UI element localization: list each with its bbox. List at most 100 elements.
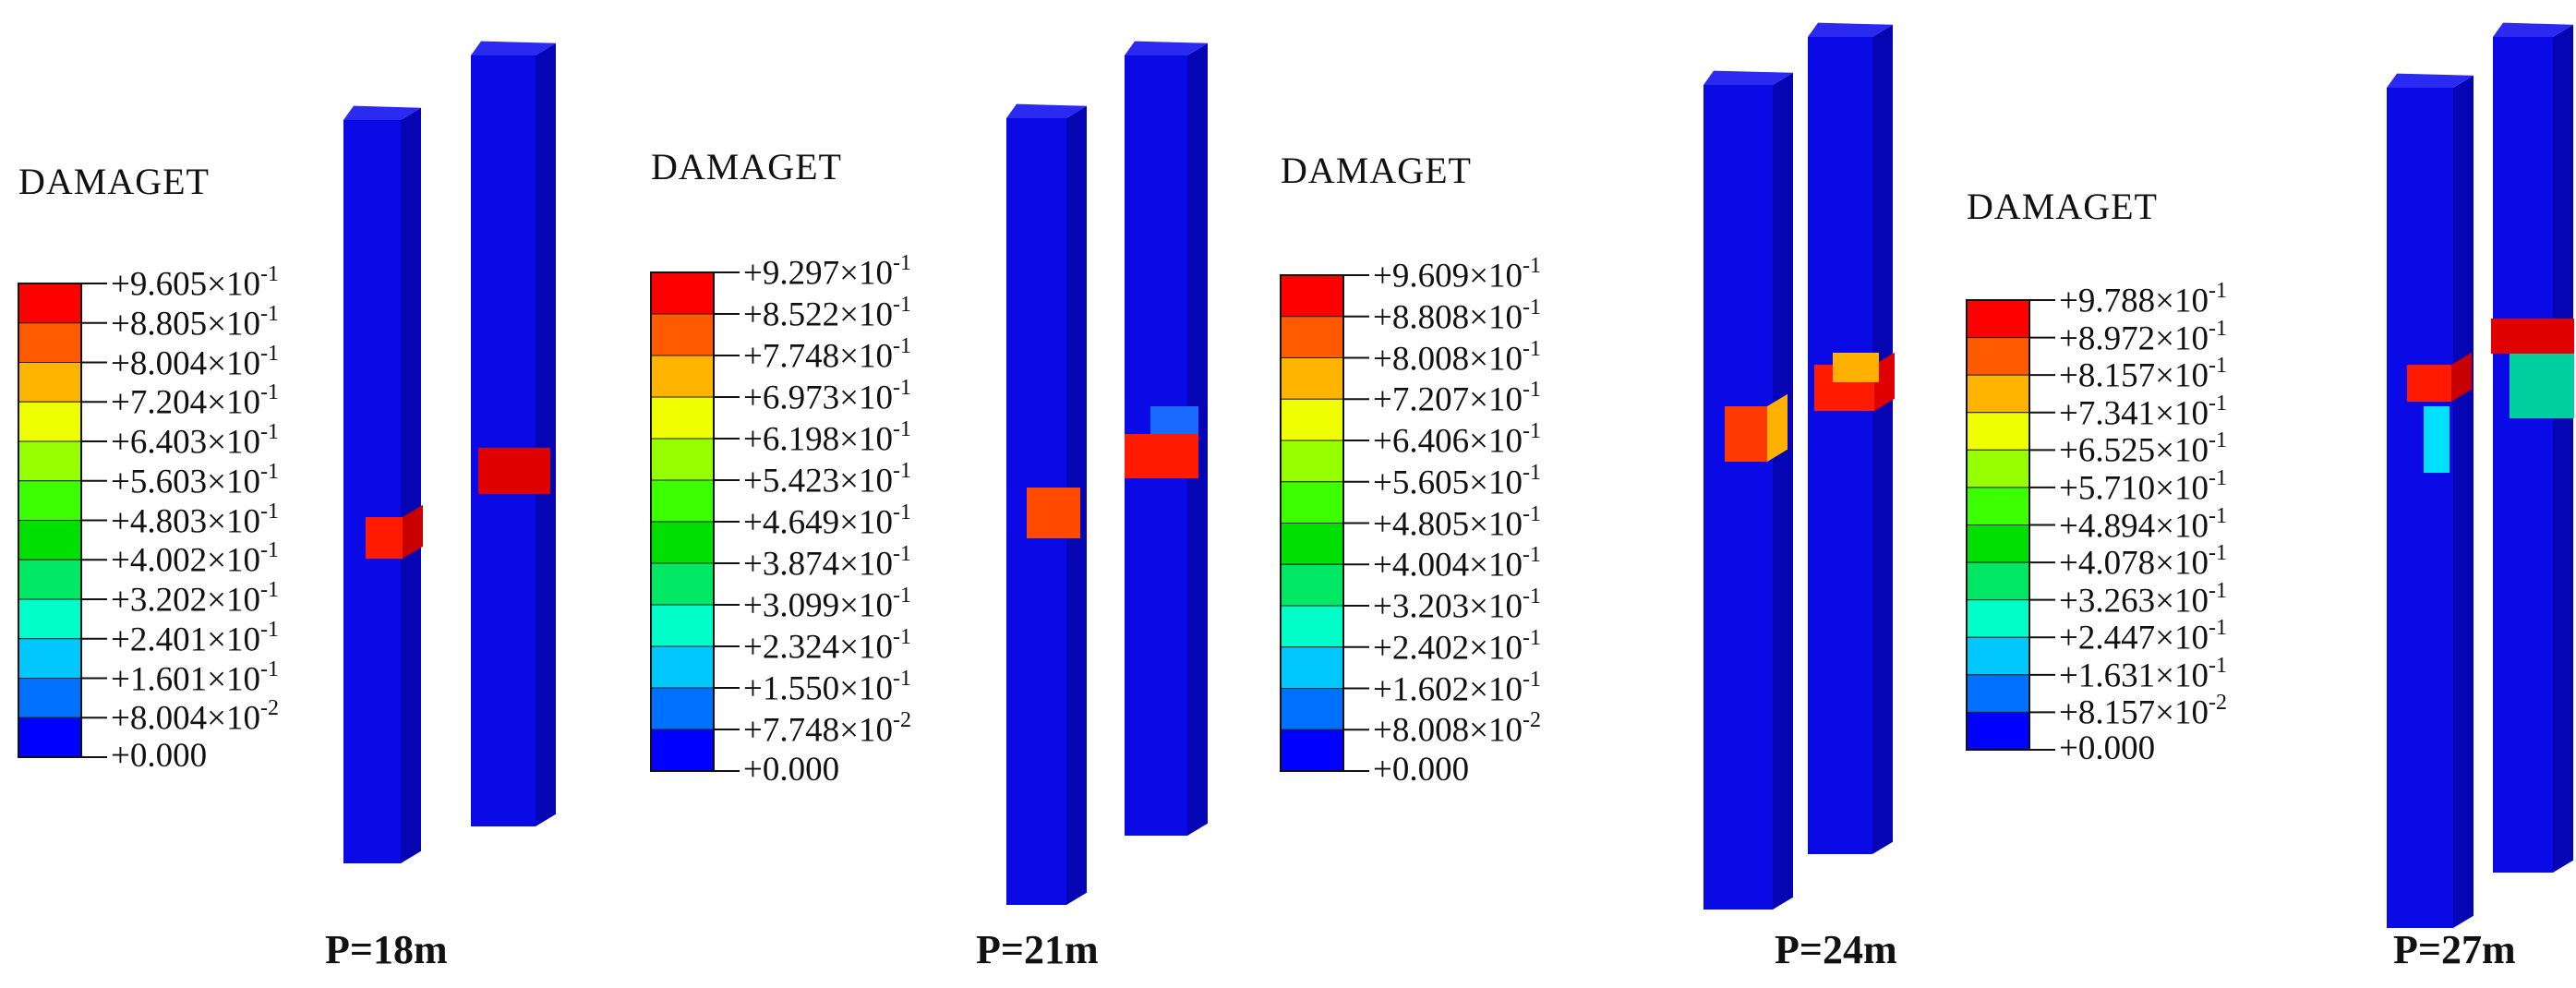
legend-color-bin: [1966, 524, 2030, 563]
pile-top-face: [343, 105, 421, 120]
legend-tick-label: +0.000: [111, 737, 208, 775]
legend-tick-exponent: -1: [259, 617, 279, 642]
legend-tick-exponent: -1: [2208, 391, 2227, 416]
damage-zone-lower-p27: [2424, 406, 2450, 473]
legend-tick-exponent: -1: [892, 500, 911, 524]
damage-zone-right-lower-p27: [2510, 354, 2574, 418]
damage-zone-right-p27: [2491, 319, 2574, 354]
legend-tick-label: +3.203×10-1: [1373, 584, 1541, 626]
pile-top-face: [2493, 22, 2573, 37]
damage-zone-left-p27: [2407, 352, 2472, 402]
legend-color-bin: [650, 645, 715, 689]
legend-tick-label: +7.207×10-1: [1373, 378, 1541, 419]
legend-tick-label: +8.008×10-1: [1373, 336, 1541, 378]
legend-color-bin: [18, 322, 82, 363]
damage-front: [1725, 406, 1767, 462]
legend-color-bin: [1966, 636, 2030, 676]
legend-color-bin: [18, 678, 82, 718]
legend-tick-label: +8.808×10-1: [1373, 295, 1541, 337]
legend-tick-exponent: -1: [259, 578, 279, 602]
legend-tick-exponent: -1: [2208, 354, 2227, 379]
legend-title-p27: DAMAGET: [1967, 186, 2158, 227]
legend-tick-label: +0.000: [2059, 729, 2156, 767]
legend-color-bin: [1966, 337, 2030, 376]
legend-tick-label: +5.423×10-1: [743, 459, 911, 500]
pile-side-face: [1872, 24, 1893, 855]
legend-color-bin: [1280, 357, 1344, 400]
legend-tick-label: +5.605×10-1: [1373, 460, 1541, 502]
legend-color-bin: [18, 362, 82, 403]
legend-color-bin: [1280, 688, 1344, 730]
damage-front: [1125, 434, 1198, 478]
legend-color-bin: [18, 283, 82, 324]
legend-color-bin: [650, 604, 715, 647]
legend-color-bin: [1966, 299, 2030, 339]
legend-tick-label: +6.525×10-1: [2059, 428, 2227, 470]
pile-front-face: [471, 55, 536, 826]
legend-tick-label: +5.710×10-1: [2059, 465, 2227, 508]
pile-side-face: [401, 107, 421, 864]
legend-tick-exponent: -1: [2208, 503, 2227, 528]
pile-side-face: [2553, 24, 2573, 874]
legend-tick-label: +8.004×10-2: [111, 696, 279, 738]
legend-tick-label: +0.000: [743, 751, 840, 789]
legend-tick-exponent: -1: [2208, 428, 2227, 453]
legend-tick-label: +9.609×10-1: [1373, 254, 1541, 295]
legend-tick-exponent: -1: [892, 251, 911, 275]
legend-color-bin: [650, 396, 715, 440]
legend-tick-label: +9.605×10-1: [111, 262, 279, 304]
legend-tick-exponent: -1: [2208, 578, 2227, 603]
legend-tick-exponent: -2: [259, 696, 279, 721]
legend-color-bin: [1280, 316, 1344, 358]
pile-front-face: [2493, 37, 2553, 873]
damage-zone-right-p18: [478, 448, 550, 494]
legend-tick-label: +7.341×10-1: [2059, 391, 2227, 433]
legend-tick-exponent: -2: [1522, 708, 1541, 733]
legend-color-bin: [650, 479, 715, 523]
legend-tick-label: +2.402×10-1: [1373, 625, 1541, 668]
legend-color-bin: [650, 438, 715, 481]
pile-top-face: [2387, 73, 2474, 88]
legend-tick-exponent: -1: [892, 417, 911, 441]
legend-color-bin: [1280, 481, 1344, 524]
legend-tick-exponent: -1: [892, 625, 911, 649]
legend-tick-label: +7.748×10-2: [743, 708, 911, 750]
legend-tick-exponent: -1: [259, 657, 279, 681]
legend-tick-label: +6.406×10-1: [1373, 419, 1541, 461]
legend-tick-label: +4.078×10-1: [2059, 541, 2227, 583]
legend-tick-label: +8.522×10-1: [743, 293, 911, 334]
pile-right-p24: [1808, 22, 1893, 855]
legend-color-bin: [18, 717, 82, 758]
legend-tick-label: +1.602×10-1: [1373, 667, 1541, 708]
legend-tick-exponent: -1: [259, 459, 279, 484]
legend-tick-label: +0.000: [1373, 751, 1470, 789]
damage-zone-left-p21: [1027, 488, 1080, 538]
legend-color-bin: [18, 520, 82, 560]
legend-tick-exponent: -1: [1522, 254, 1541, 278]
legend-tick-exponent: -1: [892, 584, 911, 608]
caption-p27: P=27m: [2393, 927, 2516, 972]
caption-p18: P=18m: [325, 927, 448, 972]
pile-right-p27: [2493, 22, 2573, 874]
legend-color-bin: [1280, 440, 1344, 483]
damage-zone-right-p21: [1125, 434, 1198, 478]
caption-p24: P=24m: [1775, 927, 1897, 972]
legend-color-bin: [1280, 274, 1344, 318]
legend-tick-exponent: -1: [892, 293, 911, 317]
legend-tick-label: +2.324×10-1: [743, 625, 911, 667]
pile-left-p24: [1703, 70, 1793, 910]
legend-color-bin: [650, 313, 715, 356]
legend-color-bin: [18, 440, 82, 482]
pile-top-face: [1006, 103, 1087, 118]
pile-side-face: [536, 42, 556, 827]
legend-color-bin: [650, 271, 715, 315]
damage-front: [366, 517, 403, 559]
legend-tick-label: +6.403×10-1: [111, 420, 279, 462]
legend-tick-label: +3.263×10-1: [2059, 578, 2227, 620]
legend-tick-exponent: -1: [1522, 460, 1541, 485]
legend-title-p21: DAMAGET: [651, 146, 842, 187]
legend-tick-exponent: -1: [259, 301, 279, 326]
